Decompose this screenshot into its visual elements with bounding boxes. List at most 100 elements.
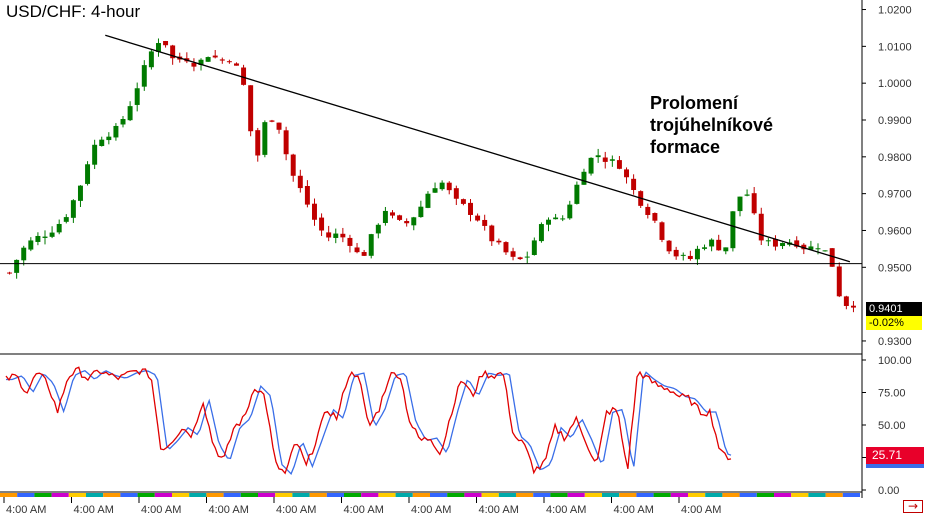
session-strip-segment — [808, 493, 826, 497]
candle-body — [92, 144, 98, 165]
session-strip-segment — [275, 493, 293, 497]
candle-body — [581, 171, 587, 185]
session-strip-segment — [567, 493, 585, 497]
candle-body — [127, 106, 133, 121]
candle-body — [14, 259, 20, 273]
candle-body — [645, 206, 651, 215]
session-strip-segment — [825, 493, 843, 497]
candle-body — [290, 154, 296, 176]
oscillator-tick-label: 0.00 — [878, 485, 899, 497]
session-strip-segment — [722, 493, 740, 497]
candle-body — [347, 237, 353, 246]
session-strip-segment — [516, 493, 534, 497]
candle-body — [113, 125, 119, 138]
x-tick-label: 4:00 AM — [209, 504, 249, 516]
candle-body — [659, 222, 665, 240]
session-strip-segment — [154, 493, 172, 497]
session-strip-segment — [636, 493, 654, 497]
candle-body — [304, 186, 310, 205]
candle-body — [801, 244, 807, 250]
x-tick-label: 4:00 AM — [681, 504, 721, 516]
session-strip-segment — [86, 493, 104, 497]
candle-body — [574, 184, 580, 204]
session-strip-segment — [223, 493, 241, 497]
candle-body — [354, 247, 360, 253]
candle-body — [822, 250, 828, 252]
scroll-right-arrow-icon[interactable]: → — [903, 500, 923, 513]
candle-body — [439, 182, 445, 190]
candle-body — [595, 155, 601, 158]
session-strip-segment — [103, 493, 121, 497]
x-tick-label: 4:00 AM — [614, 504, 654, 516]
candle-body — [446, 182, 452, 191]
candle-body — [503, 242, 509, 253]
candle-body — [425, 193, 431, 208]
candle-body — [744, 194, 750, 196]
oscillator-tick-label: 50.00 — [878, 420, 906, 432]
session-strip-segment — [292, 493, 310, 497]
annotation-line-1: Prolomení — [650, 93, 739, 113]
x-tick-label: 4:00 AM — [74, 504, 114, 516]
candle-body — [560, 218, 566, 220]
session-strip-segment — [240, 493, 258, 497]
candle-body — [319, 217, 325, 231]
candle-body — [7, 272, 13, 274]
annotation-line-3: formace — [650, 137, 721, 157]
session-strip-segment — [395, 493, 413, 497]
oscillator-tick-label: 100.00 — [878, 355, 912, 367]
candle-body — [226, 61, 232, 63]
candle-body — [460, 199, 466, 204]
candle-body — [312, 203, 317, 220]
session-strip-segment — [774, 493, 792, 497]
session-strip-segment — [17, 493, 35, 497]
candle-body — [517, 257, 523, 260]
price-tick-label: 1.0100 — [878, 41, 912, 53]
candle-body — [99, 139, 105, 147]
candle-body — [453, 188, 459, 199]
session-strip-segment — [378, 493, 396, 497]
candle-body — [397, 215, 403, 220]
session-strip-segment — [172, 493, 190, 497]
candle-body — [482, 219, 488, 226]
candle-body — [212, 55, 218, 58]
candle-body — [652, 213, 658, 221]
candle-body — [241, 67, 247, 85]
candle-body — [106, 136, 112, 141]
candle-body — [155, 43, 161, 52]
candle-body — [631, 178, 637, 190]
candle-body — [616, 160, 622, 169]
candle-body — [56, 223, 62, 233]
session-strip-segment — [137, 493, 155, 497]
candle-body — [780, 242, 786, 247]
candle-body — [198, 59, 204, 66]
candle-body — [233, 63, 239, 66]
candle-body — [475, 215, 481, 221]
session-strip-segment — [189, 493, 207, 497]
candle-body — [248, 85, 254, 132]
candle-body — [843, 296, 849, 306]
candle-body — [205, 57, 211, 62]
session-strip-segment — [739, 493, 757, 497]
session-strip-segment — [0, 493, 18, 497]
candle-body — [524, 256, 530, 258]
candle-body — [368, 234, 374, 256]
annotation-text: Prolomení trojúhelníkové formace — [650, 92, 773, 158]
candle-body — [702, 247, 708, 249]
x-tick-label: 4:00 AM — [479, 504, 519, 516]
session-strip-segment — [498, 493, 516, 497]
oscillator-tick-label: 75.00 — [878, 388, 906, 400]
candle-body — [49, 232, 55, 237]
candle-body — [758, 213, 764, 241]
candle-body — [680, 254, 686, 256]
x-tick-label: 4:00 AM — [344, 504, 384, 516]
candle-body — [588, 157, 594, 174]
candle-body — [148, 51, 154, 68]
x-tick-label: 4:00 AM — [6, 504, 46, 516]
candle-body — [361, 252, 367, 256]
session-strip-segment — [842, 493, 860, 497]
candle-body — [404, 221, 410, 224]
session-strip-segment — [584, 493, 602, 497]
candle-body — [28, 240, 34, 250]
session-strip-segment — [68, 493, 86, 497]
